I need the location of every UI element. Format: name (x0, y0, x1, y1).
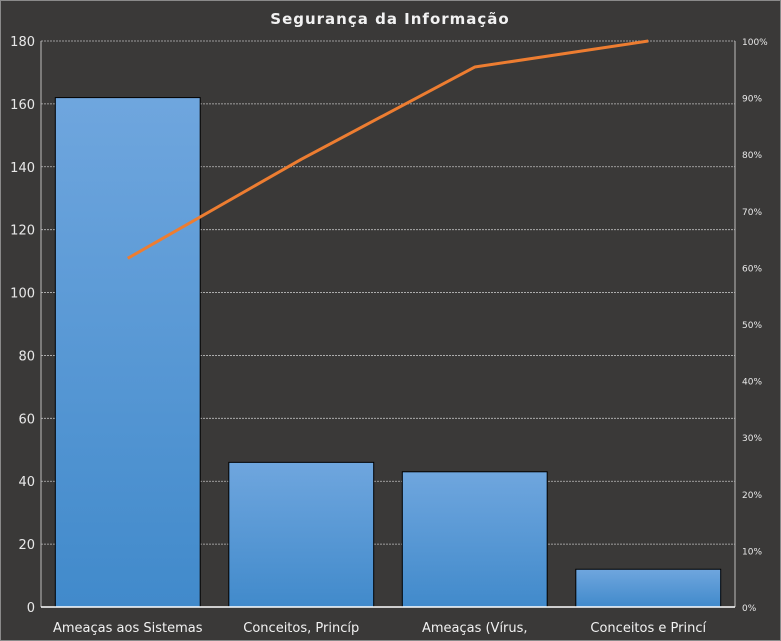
x-tick-label: Conceitos, Princíp (243, 621, 359, 636)
bar (228, 461, 375, 608)
y2-tick-label: 0% (742, 604, 757, 614)
bar (401, 471, 548, 608)
y-tick-label: 180 (10, 35, 35, 50)
y2-tick-label: 100% (742, 38, 768, 48)
y-tick-label: 140 (10, 161, 35, 176)
y-tick-label: 0 (27, 601, 35, 616)
y-tick-label: 80 (18, 349, 35, 364)
chart-title: Segurança da Informação (270, 10, 509, 28)
y-tick-label: 40 (18, 475, 35, 490)
y2-tick-label: 90% (742, 95, 762, 105)
x-tick-label: Ameaças (Vírus, (422, 621, 528, 636)
y-tick-label: 100 (10, 287, 35, 302)
y2-tick-label: 10% (742, 547, 762, 557)
y2-tick-label: 40% (742, 378, 762, 388)
y2-tick-label: 70% (742, 208, 762, 218)
y2-tick-label: 30% (742, 434, 762, 444)
x-tick-label: Ameaças aos Sistemas (53, 621, 203, 636)
y-tick-label: 20 (18, 538, 35, 553)
bar (575, 568, 722, 608)
bar (54, 97, 201, 608)
y2-tick-label: 50% (742, 321, 762, 331)
y-tick-label: 120 (10, 224, 35, 239)
y2-tick-label: 80% (742, 151, 762, 161)
y2-tick-label: 60% (742, 264, 762, 274)
y-tick-label: 60 (18, 412, 35, 427)
x-tick-label: Conceitos e Princí (590, 621, 706, 636)
y2-tick-label: 20% (742, 491, 762, 501)
cumulative-line (127, 39, 649, 260)
y-tick-label: 160 (10, 98, 35, 113)
